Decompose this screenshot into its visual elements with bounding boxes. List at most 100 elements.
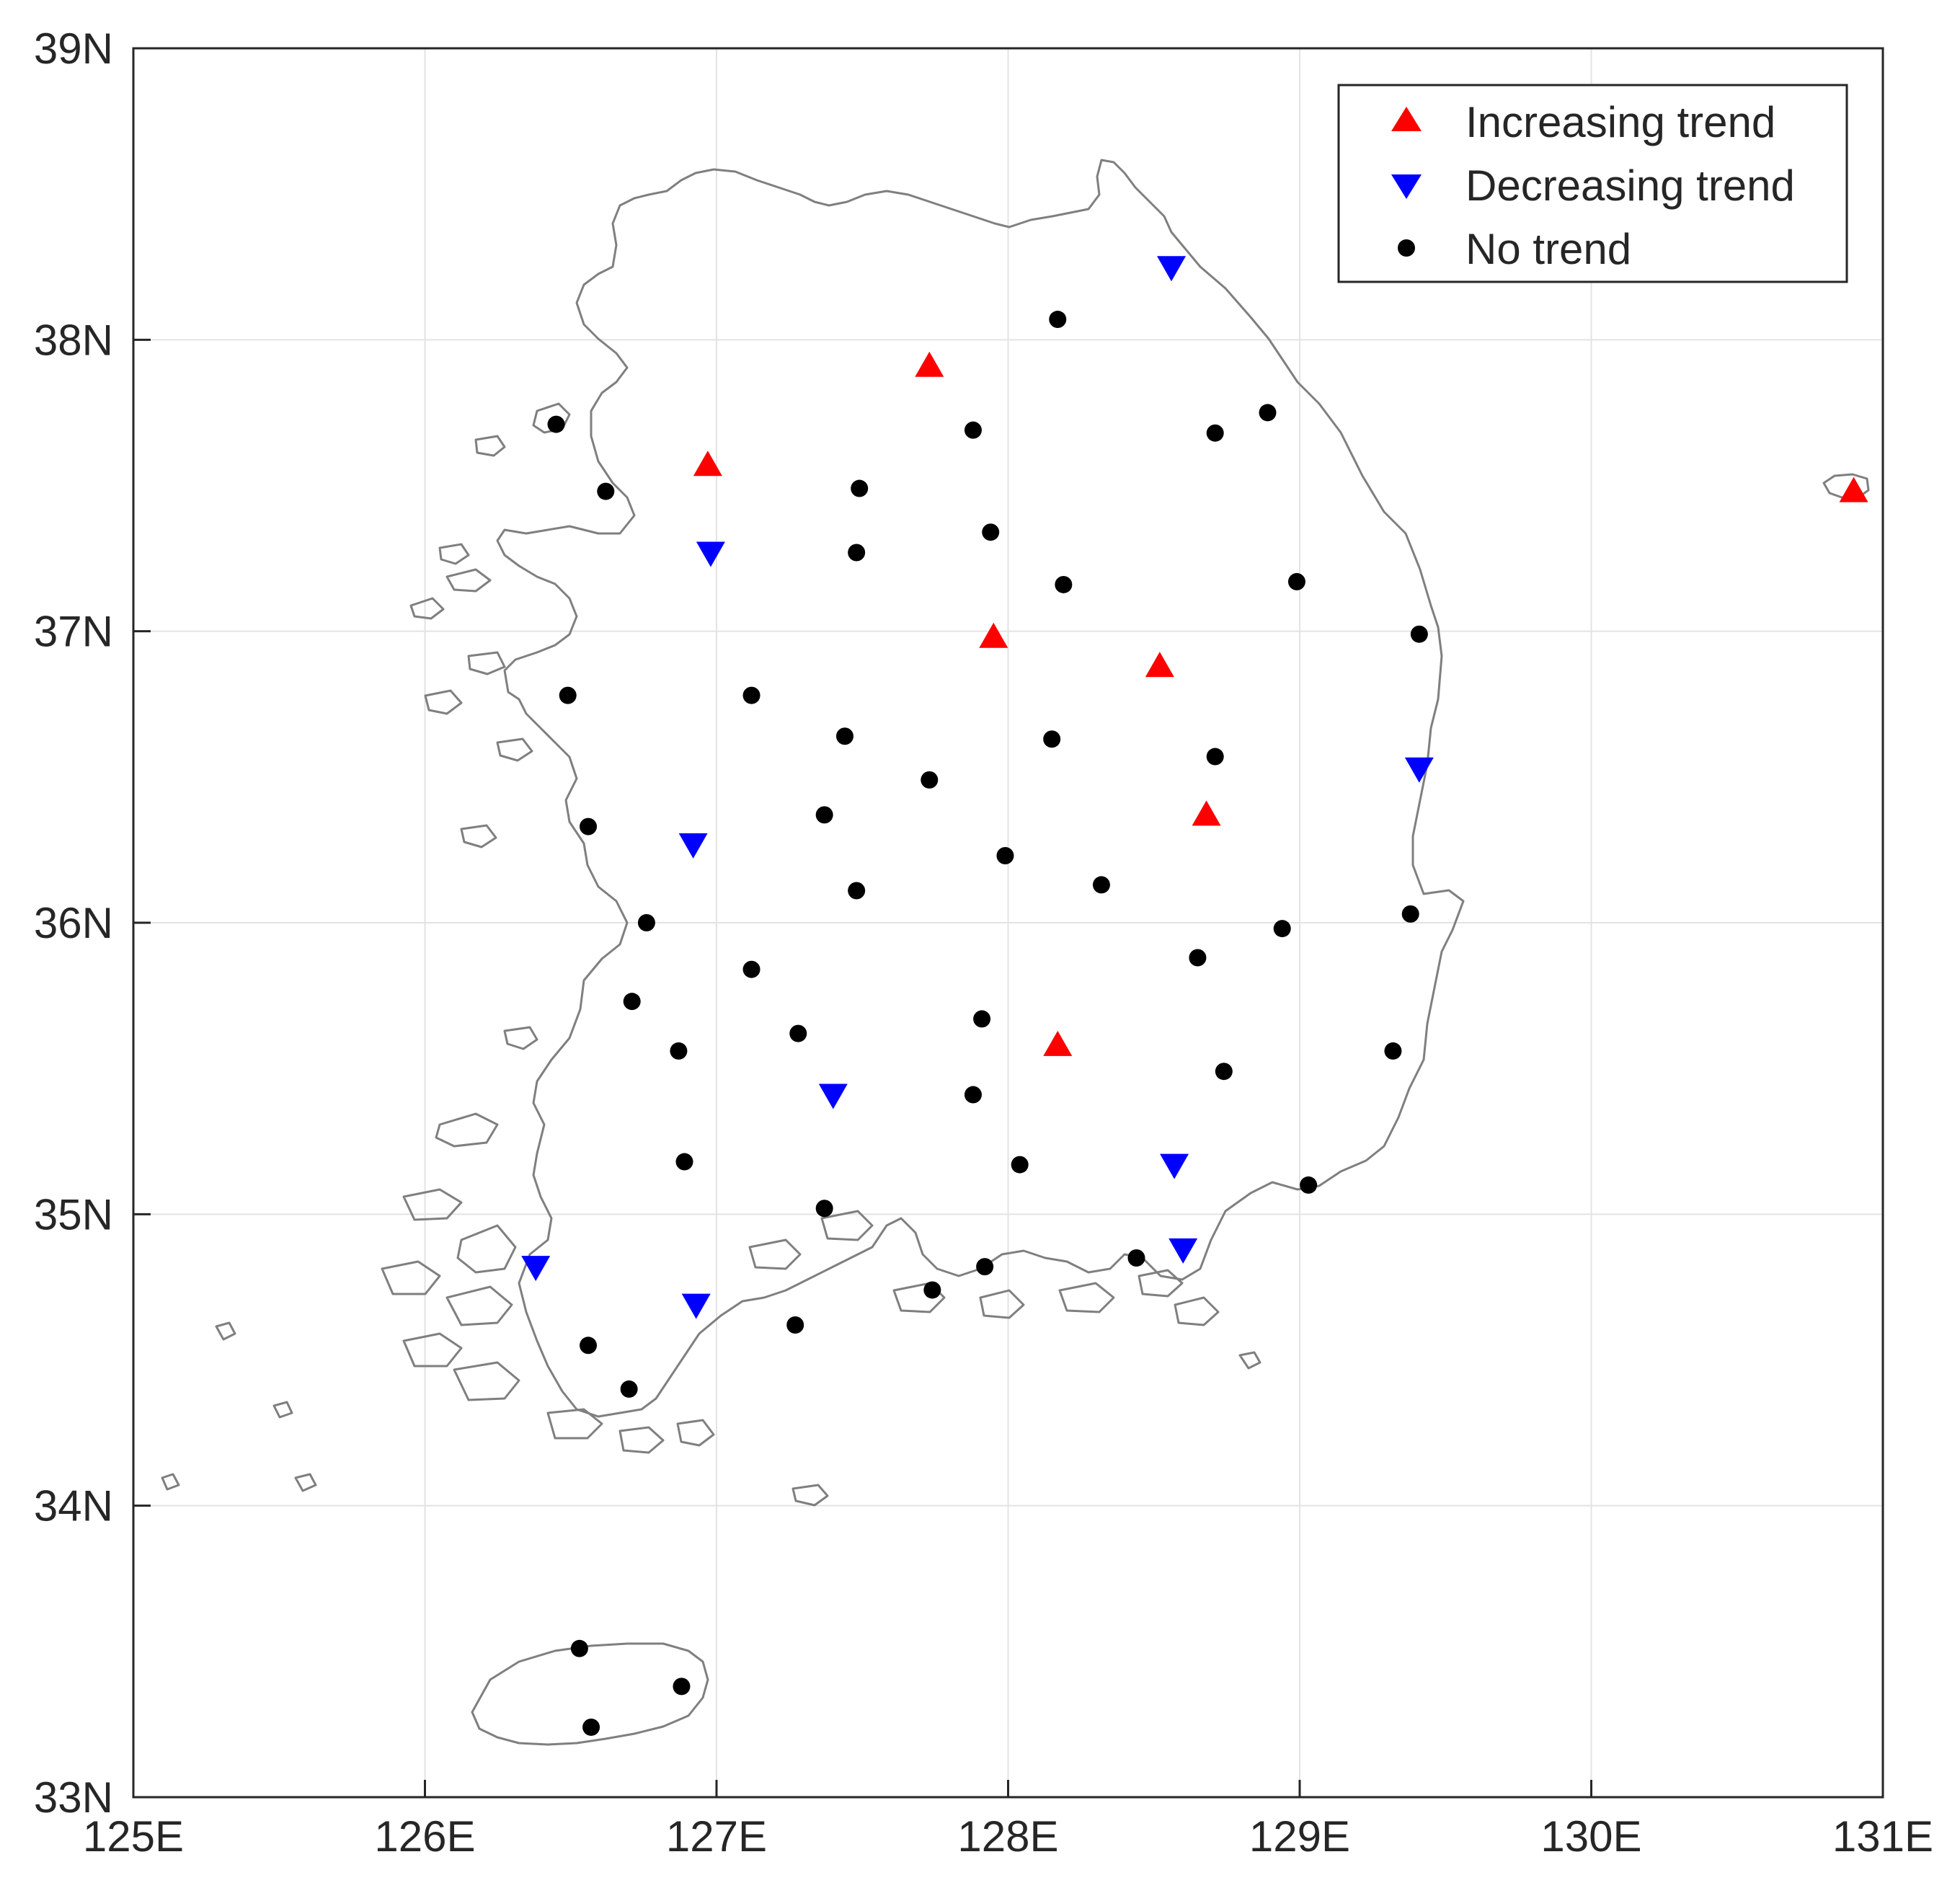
station-marker-increasing — [693, 451, 722, 477]
legend-entry-none: No trend — [1398, 225, 1631, 273]
station-marker-none — [848, 882, 866, 900]
station-marker-none — [1049, 311, 1067, 329]
station-marker-none — [976, 1258, 994, 1276]
station-marker-none — [675, 1153, 693, 1171]
station-marker-none — [623, 993, 641, 1011]
legend: Increasing trend Decreasing trend No tre… — [1337, 84, 1848, 283]
station-marker-none — [1259, 404, 1277, 422]
legend-entry-decreasing: Decreasing trend — [1391, 161, 1795, 210]
x-tick-label: 131E — [1832, 1812, 1933, 1861]
station-marker-none — [670, 1042, 688, 1060]
station-marker-none — [559, 686, 577, 704]
station-marker-none — [848, 544, 866, 562]
x-tick-label: 127E — [666, 1812, 767, 1861]
station-marker-decreasing — [696, 541, 725, 567]
station-marker-increasing — [1043, 1030, 1073, 1056]
station-marker-none — [580, 817, 598, 836]
station-marker-none — [973, 1010, 991, 1028]
station-marker-none — [597, 482, 615, 500]
station-marker-none — [1011, 1156, 1029, 1174]
station-marker-none — [620, 1380, 638, 1398]
station-marker-decreasing — [1404, 757, 1434, 783]
y-tick-label: 34N — [34, 1482, 113, 1530]
station-marker-decreasing — [1160, 1153, 1189, 1179]
station-marker-none — [835, 727, 853, 745]
legend-marker-decreasing-triangle-down — [1391, 174, 1422, 199]
station-marker-none — [982, 523, 1000, 541]
station-marker-none — [1206, 748, 1224, 766]
station-marker-none — [1273, 920, 1291, 938]
series-increasing — [693, 351, 1868, 1056]
station-marker-decreasing — [681, 1293, 711, 1319]
y-tick-label: 33N — [34, 1773, 113, 1822]
station-marker-decreasing — [818, 1083, 848, 1109]
x-tick-label: 130E — [1540, 1812, 1641, 1861]
station-marker-none — [1215, 1063, 1233, 1081]
station-marker-none — [815, 806, 833, 824]
station-marker-none — [570, 1639, 588, 1657]
station-marker-none — [1287, 572, 1305, 590]
x-tick-label: 128E — [957, 1812, 1058, 1861]
station-marker-none — [996, 847, 1014, 865]
coastline — [161, 159, 1870, 1746]
y-tick-label: 38N — [34, 316, 113, 364]
station-marker-none — [1206, 424, 1224, 442]
station-marker-none — [923, 1281, 941, 1299]
station-marker-none — [582, 1718, 600, 1736]
ulleungdo-coastline — [1822, 473, 1870, 499]
station-markers — [521, 256, 1868, 1736]
station-marker-increasing — [1145, 652, 1174, 678]
legend-entry-increasing: Increasing trend — [1391, 98, 1775, 146]
legend-label-none: No trend — [1465, 225, 1631, 273]
station-marker-none — [742, 686, 761, 704]
station-marker-none — [815, 1200, 833, 1218]
station-marker-none — [547, 415, 565, 433]
station-marker-none — [964, 1086, 982, 1104]
station-marker-none — [851, 479, 869, 497]
station-marker-none — [1384, 1042, 1402, 1060]
legend-marker-none-circle — [1398, 239, 1415, 257]
y-tick-label: 39N — [34, 25, 113, 73]
legend-marker-increasing-triangle-up — [1391, 107, 1422, 131]
station-marker-none — [921, 771, 939, 789]
station-marker-none — [1092, 876, 1110, 894]
station-marker-none — [580, 1337, 598, 1355]
legend-label-decreasing: Decreasing trend — [1465, 161, 1795, 210]
station-marker-none — [1401, 905, 1419, 923]
station-marker-none — [1055, 575, 1073, 593]
station-marker-increasing — [1839, 477, 1868, 502]
station-marker-none — [789, 1024, 807, 1042]
station-marker-increasing — [1192, 800, 1221, 826]
legend-box — [1337, 84, 1848, 283]
station-marker-none — [1189, 949, 1207, 967]
station-marker-increasing — [915, 351, 944, 377]
station-marker-decreasing — [678, 833, 708, 859]
mainland-coastline — [496, 159, 1465, 1418]
series-decreasing — [521, 256, 1434, 1319]
station-marker-none — [964, 421, 982, 439]
x-tick-label: 126E — [374, 1812, 475, 1861]
y-tick-label: 35N — [34, 1190, 113, 1238]
station-marker-none — [637, 914, 655, 931]
station-marker-none — [786, 1316, 804, 1334]
station-marker-none — [1300, 1176, 1318, 1194]
station-marker-none — [1127, 1249, 1145, 1267]
station-marker-decreasing — [1169, 1238, 1198, 1264]
station-marker-decreasing — [521, 1256, 551, 1282]
y-tick-label: 36N — [34, 899, 113, 947]
series-none — [547, 311, 1428, 1736]
station-marker-none — [742, 960, 761, 978]
jeju-island-coastline — [471, 1642, 709, 1746]
x-tick-label: 125E — [83, 1812, 184, 1861]
axis-ticks: 125E 126E 127E 128E 129E 130E 131E 33N 34N 35N 36N… — [34, 25, 1933, 1861]
legend-label-increasing: Increasing trend — [1465, 98, 1775, 146]
station-marker-decreasing — [1157, 256, 1187, 282]
station-marker-none — [1410, 625, 1428, 643]
station-marker-increasing — [979, 622, 1008, 648]
station-marker-none — [1043, 730, 1061, 748]
x-tick-label: 129E — [1249, 1812, 1350, 1861]
y-tick-label: 37N — [34, 608, 113, 656]
station-marker-none — [673, 1678, 691, 1696]
